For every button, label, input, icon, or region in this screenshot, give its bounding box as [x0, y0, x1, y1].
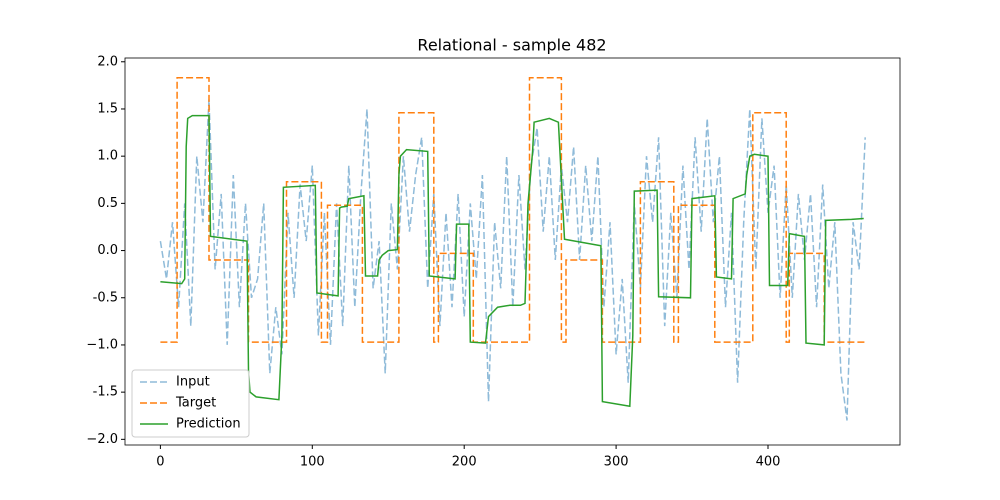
series-line: [160, 77, 867, 343]
series-line: [159, 99, 866, 421]
x-tick-label: 400: [756, 455, 781, 470]
series-line: [160, 114, 864, 408]
y-tick-label: 0.0: [97, 243, 118, 258]
legend-label: Input: [176, 375, 210, 390]
x-tick-label: 200: [452, 455, 477, 470]
y-tick-label: 2.0: [97, 54, 118, 69]
y-tick-label: −2.0: [86, 432, 118, 447]
y-tick-label: 1.0: [97, 149, 118, 164]
legend-label: Prediction: [176, 417, 241, 432]
legend-box: [131, 369, 250, 438]
plot-area: [159, 77, 867, 421]
chart-title: Relational - sample 482: [417, 36, 606, 55]
x-tick-label: 100: [300, 455, 325, 470]
y-tick-label: −1.0: [86, 337, 118, 352]
y-tick-label: -0.5: [93, 290, 118, 305]
legend-label: Target: [175, 396, 216, 411]
x-tick-label: 300: [604, 455, 629, 470]
axes-frame: [124, 57, 901, 446]
y-tick-label: 1.5: [97, 101, 118, 116]
x-tick-label: 0: [156, 455, 164, 470]
y-tick-label: 0.5: [97, 196, 118, 211]
y-tick-label: -1.5: [93, 385, 118, 400]
